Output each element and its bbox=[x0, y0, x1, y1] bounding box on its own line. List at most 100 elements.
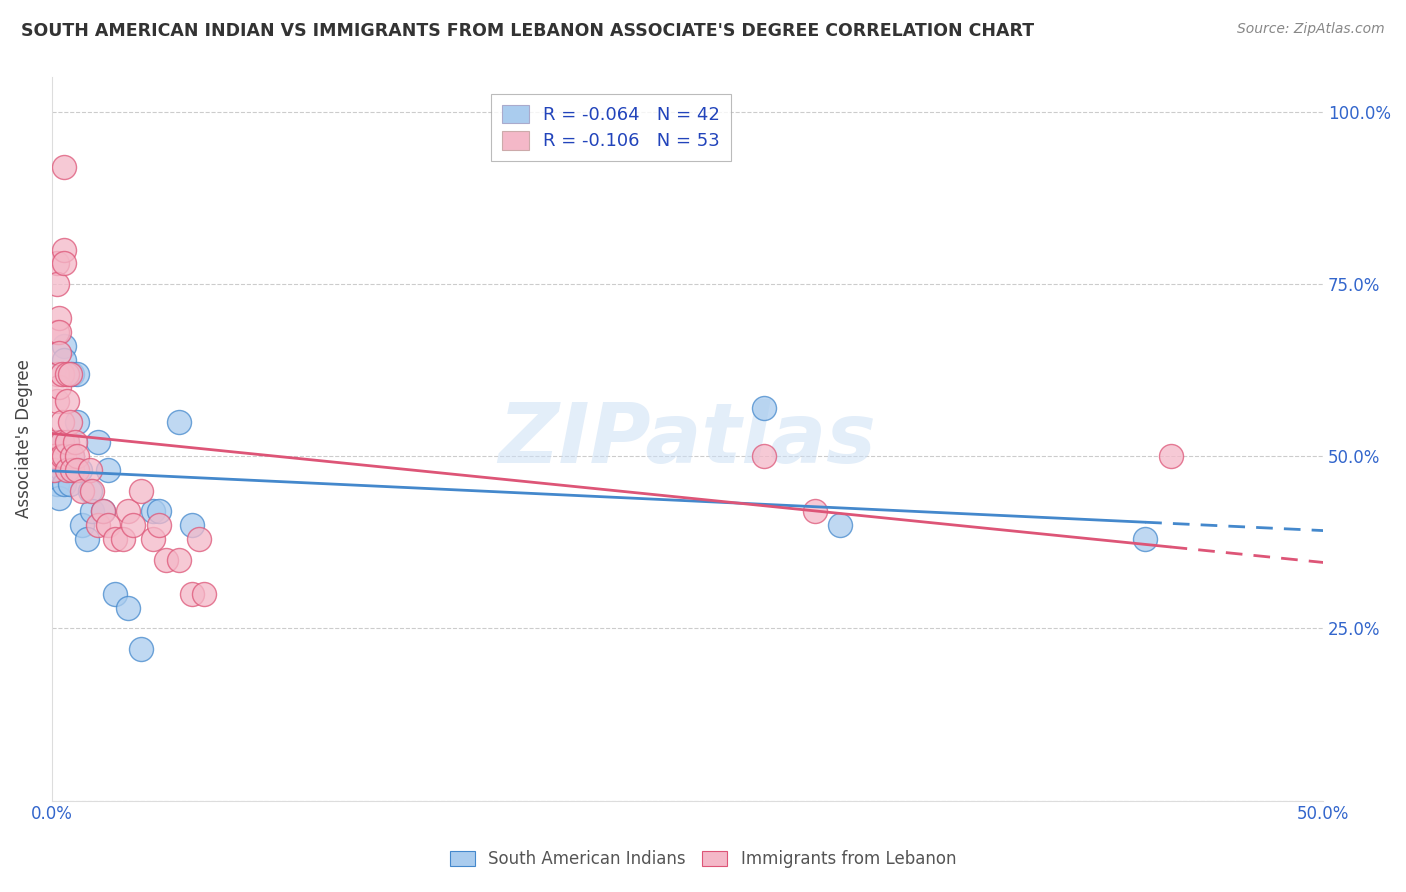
Point bbox=[45, 394, 67, 409]
Point bbox=[86, 435, 108, 450]
Point bbox=[66, 449, 89, 463]
Point bbox=[1160, 449, 1182, 463]
Point bbox=[193, 587, 215, 601]
Point bbox=[752, 449, 775, 463]
Point bbox=[66, 415, 89, 429]
Point bbox=[51, 463, 73, 477]
Point bbox=[45, 256, 67, 270]
Point bbox=[45, 463, 67, 477]
Point bbox=[53, 352, 76, 367]
Point bbox=[56, 449, 79, 463]
Point bbox=[53, 476, 76, 491]
Point bbox=[53, 243, 76, 257]
Point bbox=[180, 518, 202, 533]
Point bbox=[104, 532, 127, 546]
Point bbox=[167, 552, 190, 566]
Point bbox=[44, 449, 66, 463]
Point bbox=[97, 518, 120, 533]
Text: ZIPatlas: ZIPatlas bbox=[499, 399, 876, 480]
Point bbox=[53, 256, 76, 270]
Point bbox=[155, 552, 177, 566]
Point bbox=[48, 435, 70, 450]
Point bbox=[56, 435, 79, 450]
Point bbox=[117, 600, 139, 615]
Point bbox=[60, 367, 83, 381]
Point bbox=[142, 532, 165, 546]
Point bbox=[188, 532, 211, 546]
Point bbox=[180, 587, 202, 601]
Point bbox=[51, 367, 73, 381]
Point bbox=[97, 463, 120, 477]
Point bbox=[53, 449, 76, 463]
Point bbox=[51, 449, 73, 463]
Point bbox=[117, 504, 139, 518]
Point bbox=[58, 367, 80, 381]
Point bbox=[86, 518, 108, 533]
Point bbox=[752, 401, 775, 415]
Point bbox=[53, 339, 76, 353]
Point bbox=[76, 532, 98, 546]
Point bbox=[44, 435, 66, 450]
Point bbox=[142, 504, 165, 518]
Text: Source: ZipAtlas.com: Source: ZipAtlas.com bbox=[1237, 22, 1385, 37]
Point bbox=[48, 449, 70, 463]
Point bbox=[51, 435, 73, 450]
Point bbox=[44, 463, 66, 477]
Point bbox=[48, 463, 70, 477]
Point bbox=[48, 380, 70, 394]
Point bbox=[45, 476, 67, 491]
Point bbox=[51, 449, 73, 463]
Point bbox=[44, 449, 66, 463]
Point bbox=[82, 504, 104, 518]
Legend: R = -0.064   N = 42, R = -0.106   N = 53: R = -0.064 N = 42, R = -0.106 N = 53 bbox=[491, 94, 731, 161]
Point bbox=[48, 311, 70, 326]
Point bbox=[148, 518, 170, 533]
Legend: South American Indians, Immigrants from Lebanon: South American Indians, Immigrants from … bbox=[443, 844, 963, 875]
Point bbox=[56, 435, 79, 450]
Point bbox=[44, 449, 66, 463]
Point bbox=[66, 367, 89, 381]
Y-axis label: Associate's Degree: Associate's Degree bbox=[15, 359, 32, 518]
Point bbox=[48, 491, 70, 505]
Point bbox=[51, 415, 73, 429]
Point bbox=[45, 326, 67, 340]
Point bbox=[72, 483, 94, 498]
Point bbox=[79, 483, 101, 498]
Point bbox=[167, 415, 190, 429]
Point bbox=[45, 367, 67, 381]
Point bbox=[91, 504, 114, 518]
Point bbox=[66, 463, 89, 477]
Point bbox=[803, 504, 825, 518]
Point bbox=[56, 367, 79, 381]
Point bbox=[45, 449, 67, 463]
Point bbox=[63, 435, 86, 450]
Point bbox=[72, 518, 94, 533]
Point bbox=[111, 532, 134, 546]
Point bbox=[48, 326, 70, 340]
Point bbox=[828, 518, 851, 533]
Point bbox=[60, 449, 83, 463]
Point bbox=[122, 518, 145, 533]
Point bbox=[60, 463, 83, 477]
Point bbox=[48, 346, 70, 360]
Point bbox=[51, 435, 73, 450]
Point bbox=[129, 642, 152, 657]
Point bbox=[58, 476, 80, 491]
Point bbox=[58, 415, 80, 429]
Point bbox=[45, 277, 67, 291]
Point bbox=[1133, 532, 1156, 546]
Point bbox=[69, 463, 91, 477]
Point bbox=[56, 463, 79, 477]
Point bbox=[63, 463, 86, 477]
Text: SOUTH AMERICAN INDIAN VS IMMIGRANTS FROM LEBANON ASSOCIATE'S DEGREE CORRELATION : SOUTH AMERICAN INDIAN VS IMMIGRANTS FROM… bbox=[21, 22, 1035, 40]
Point bbox=[44, 463, 66, 477]
Point bbox=[148, 504, 170, 518]
Point bbox=[58, 463, 80, 477]
Point bbox=[104, 587, 127, 601]
Point bbox=[82, 483, 104, 498]
Point bbox=[79, 463, 101, 477]
Point bbox=[91, 504, 114, 518]
Point bbox=[53, 160, 76, 174]
Point bbox=[56, 394, 79, 409]
Point bbox=[129, 483, 152, 498]
